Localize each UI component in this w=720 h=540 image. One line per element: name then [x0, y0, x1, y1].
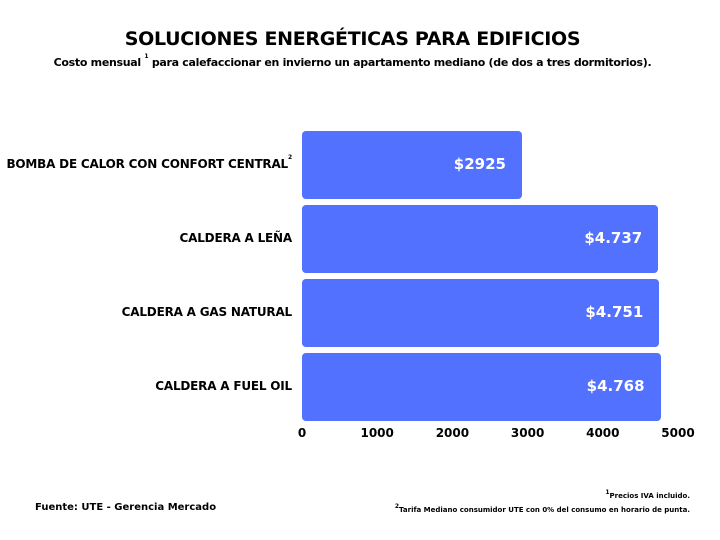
x-tick-label: 0 [297, 426, 307, 440]
x-tick-label: 2000 [435, 426, 470, 440]
data-label: $2925 [453, 155, 506, 173]
data-label: $4.737 [584, 229, 643, 247]
bar [302, 205, 659, 273]
footnote-marker: 2 [394, 503, 400, 510]
chart-subtitle: Costo mensual 1 para calefaccionar en in… [0, 53, 705, 69]
subtitle-footnote-marker: 1 [144, 53, 149, 60]
x-tick-label: 5000 [661, 426, 695, 440]
bar [302, 353, 661, 421]
chart-title: SOLUCIONES ENERGÉTICAS PARA EDIFICIOS [124, 28, 581, 50]
source-note: Fuente: UTE - Gerencia Mercado [35, 502, 217, 513]
x-tick-label: 1000 [360, 426, 394, 440]
subtitle-text-rest: para calefaccionar en invierno un aparta… [151, 56, 652, 69]
category-label: CALDERA A FUEL OIL [155, 379, 292, 393]
category-label-text: CALDERA A FUEL OIL [155, 379, 292, 393]
x-tick-label: 4000 [586, 426, 620, 440]
bar [302, 279, 660, 347]
category-label-text: BOMBA DE CALOR CON CONFORT CENTRAL [6, 157, 289, 171]
footnote-marker: 2 [288, 154, 292, 161]
subtitle-text: Costo mensual [53, 56, 142, 69]
category-label-text: CALDERA A LEÑA [179, 231, 293, 245]
footnote-marker: 1 [605, 489, 610, 496]
bar [302, 131, 522, 199]
footnote-1: 1Precios IVA incluido. [605, 489, 691, 500]
category-label: CALDERA A GAS NATURAL [121, 305, 293, 319]
x-tick-label: 3000 [510, 426, 545, 440]
data-label: $4.768 [586, 377, 645, 395]
category-label: BOMBA DE CALOR CON CONFORT CENTRAL2 [6, 154, 292, 171]
footnote-text: Precios IVA incluido. [609, 492, 691, 500]
data-label: $4.751 [585, 303, 644, 321]
category-label-text: CALDERA A GAS NATURAL [121, 305, 293, 319]
footnote-2: 2Tarifa Mediano consumidor UTE con 0% de… [394, 503, 690, 514]
category-label: CALDERA A LEÑA [179, 231, 293, 245]
footnote-text: Tarifa Mediano consumidor UTE con 0% del… [399, 506, 690, 514]
